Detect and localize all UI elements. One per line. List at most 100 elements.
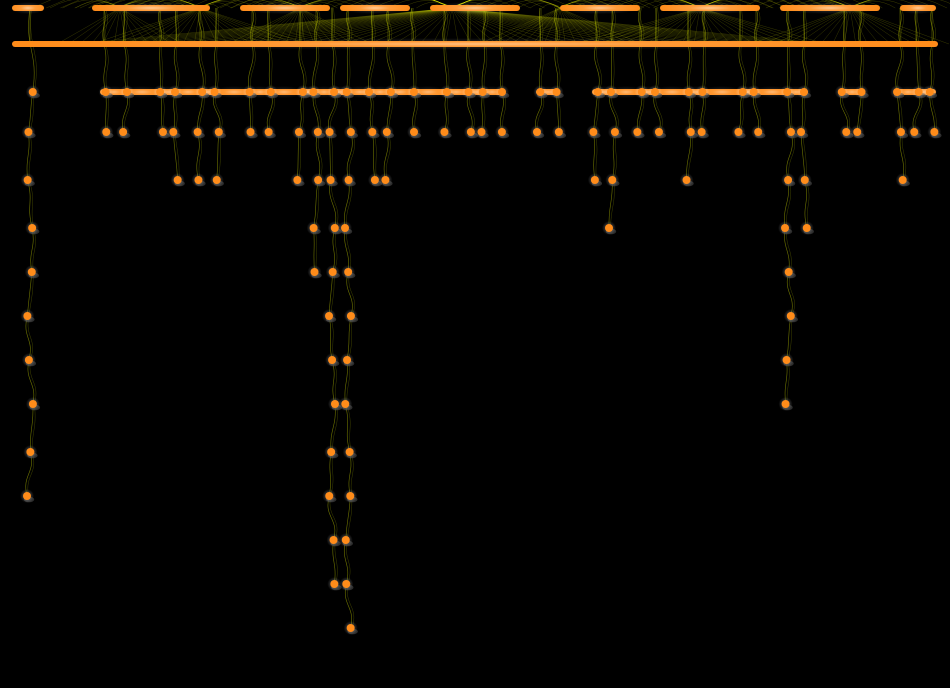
node	[194, 128, 202, 136]
edge	[27, 132, 29, 180]
node	[479, 88, 487, 96]
node	[383, 128, 391, 136]
node	[28, 268, 36, 276]
node	[310, 268, 318, 276]
node	[345, 176, 353, 184]
node	[533, 128, 541, 136]
node	[797, 128, 805, 136]
node	[464, 88, 472, 96]
node	[803, 224, 811, 232]
edge	[444, 44, 447, 92]
node	[801, 176, 809, 184]
node	[247, 128, 255, 136]
node	[897, 128, 905, 136]
node	[28, 224, 36, 232]
node	[171, 88, 179, 96]
node	[23, 312, 31, 320]
network-diagram	[0, 0, 950, 688]
edge	[344, 180, 349, 228]
node	[783, 88, 791, 96]
edge	[594, 44, 599, 92]
node	[123, 88, 131, 96]
node	[381, 176, 389, 184]
edge	[217, 132, 219, 180]
node	[605, 224, 613, 232]
node	[119, 128, 127, 136]
node	[782, 400, 790, 408]
node	[29, 400, 37, 408]
edge	[372, 132, 375, 180]
node	[309, 88, 317, 96]
node	[440, 128, 448, 136]
edge	[314, 180, 318, 228]
node	[194, 176, 202, 184]
edge	[412, 44, 414, 92]
edge	[268, 44, 271, 92]
node	[299, 88, 307, 96]
node	[215, 128, 223, 136]
node	[327, 448, 335, 456]
node	[327, 176, 335, 184]
node	[930, 128, 938, 136]
edge	[739, 44, 744, 92]
node	[198, 88, 206, 96]
node	[685, 88, 693, 96]
node	[343, 88, 351, 96]
node	[344, 268, 352, 276]
node	[102, 128, 110, 136]
node	[683, 176, 691, 184]
node	[589, 128, 597, 136]
node	[26, 448, 34, 456]
node	[838, 88, 846, 96]
node	[781, 224, 789, 232]
node	[329, 268, 337, 276]
node	[314, 176, 322, 184]
node	[343, 356, 351, 364]
edge	[104, 44, 106, 92]
node	[899, 176, 907, 184]
edge	[332, 44, 334, 92]
node	[687, 128, 695, 136]
edge	[842, 44, 844, 92]
node	[800, 88, 808, 96]
edge	[316, 132, 320, 180]
node	[698, 88, 706, 96]
node	[347, 128, 355, 136]
node	[293, 176, 301, 184]
node	[213, 176, 221, 184]
edge	[801, 132, 805, 180]
node	[174, 176, 182, 184]
edge	[30, 404, 33, 452]
node	[211, 88, 219, 96]
node	[330, 88, 338, 96]
node	[611, 128, 619, 136]
node	[734, 128, 742, 136]
node	[477, 128, 485, 136]
node	[553, 88, 561, 96]
node	[910, 128, 918, 136]
node	[739, 88, 747, 96]
node	[858, 88, 866, 96]
edge	[387, 44, 392, 92]
node	[926, 88, 934, 96]
edge	[330, 132, 331, 180]
node	[295, 128, 303, 136]
node	[330, 580, 338, 588]
edge	[702, 44, 704, 92]
node	[330, 536, 338, 544]
node	[246, 88, 254, 96]
node	[498, 88, 506, 96]
node	[156, 88, 164, 96]
edge	[639, 44, 643, 92]
node	[267, 88, 275, 96]
node	[787, 312, 795, 320]
node	[347, 624, 355, 632]
node	[342, 580, 350, 588]
node	[314, 128, 322, 136]
node	[410, 88, 418, 96]
edge	[787, 44, 788, 92]
node	[325, 492, 333, 500]
edge	[612, 132, 615, 180]
node	[608, 176, 616, 184]
edge	[753, 44, 757, 92]
